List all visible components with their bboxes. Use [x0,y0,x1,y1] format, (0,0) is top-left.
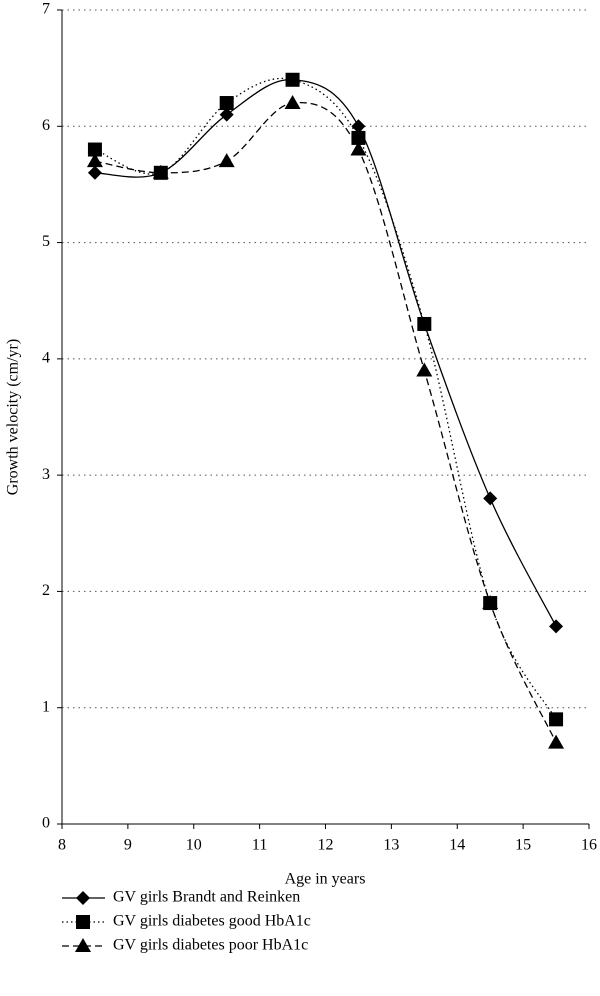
y-tick-label: 5 [42,233,50,250]
marker [284,95,301,110]
marker [219,107,234,122]
marker [351,130,366,145]
series-line [94,102,557,743]
marker [482,595,499,610]
x-tick-label: 9 [124,837,132,854]
marker [549,712,564,727]
x-tick-label: 11 [252,837,267,854]
y-tick-label: 3 [42,466,50,483]
marker [86,153,103,168]
marker [219,96,234,111]
marker [75,938,91,952]
x-tick-label: 16 [581,837,597,854]
x-tick-label: 15 [515,837,531,854]
y-tick-label: 6 [42,117,50,134]
marker [350,141,367,156]
y-tick-label: 2 [42,582,50,599]
y-tick-label: 1 [42,698,50,715]
marker [218,153,235,168]
marker [152,164,169,179]
legend-label: GV girls Brandt and Reinken [113,889,300,906]
y-tick-label: 7 [42,1,50,18]
x-tick-label: 10 [186,837,202,854]
y-tick-label: 0 [42,815,50,832]
marker [87,142,102,157]
marker [483,491,498,506]
y-tick-label: 4 [42,350,50,367]
marker [416,362,433,377]
marker [87,165,102,180]
marker [417,316,432,331]
legend-label: GV girls diabetes good HbA1c [113,913,311,930]
x-tick-label: 13 [383,837,399,854]
x-tick-label: 8 [58,837,66,854]
legend-label: GV girls diabetes poor HbA1c [113,937,308,954]
series-line [94,79,557,627]
marker [351,119,366,134]
x-axis-label: Age in years [285,871,366,888]
marker [548,734,565,749]
marker [549,619,564,634]
marker [285,72,300,87]
marker [76,915,90,929]
y-axis-label: Growth velocity (cm/yr) [5,339,22,495]
marker [76,891,90,905]
x-tick-label: 14 [449,837,465,854]
x-tick-label: 12 [318,837,334,854]
